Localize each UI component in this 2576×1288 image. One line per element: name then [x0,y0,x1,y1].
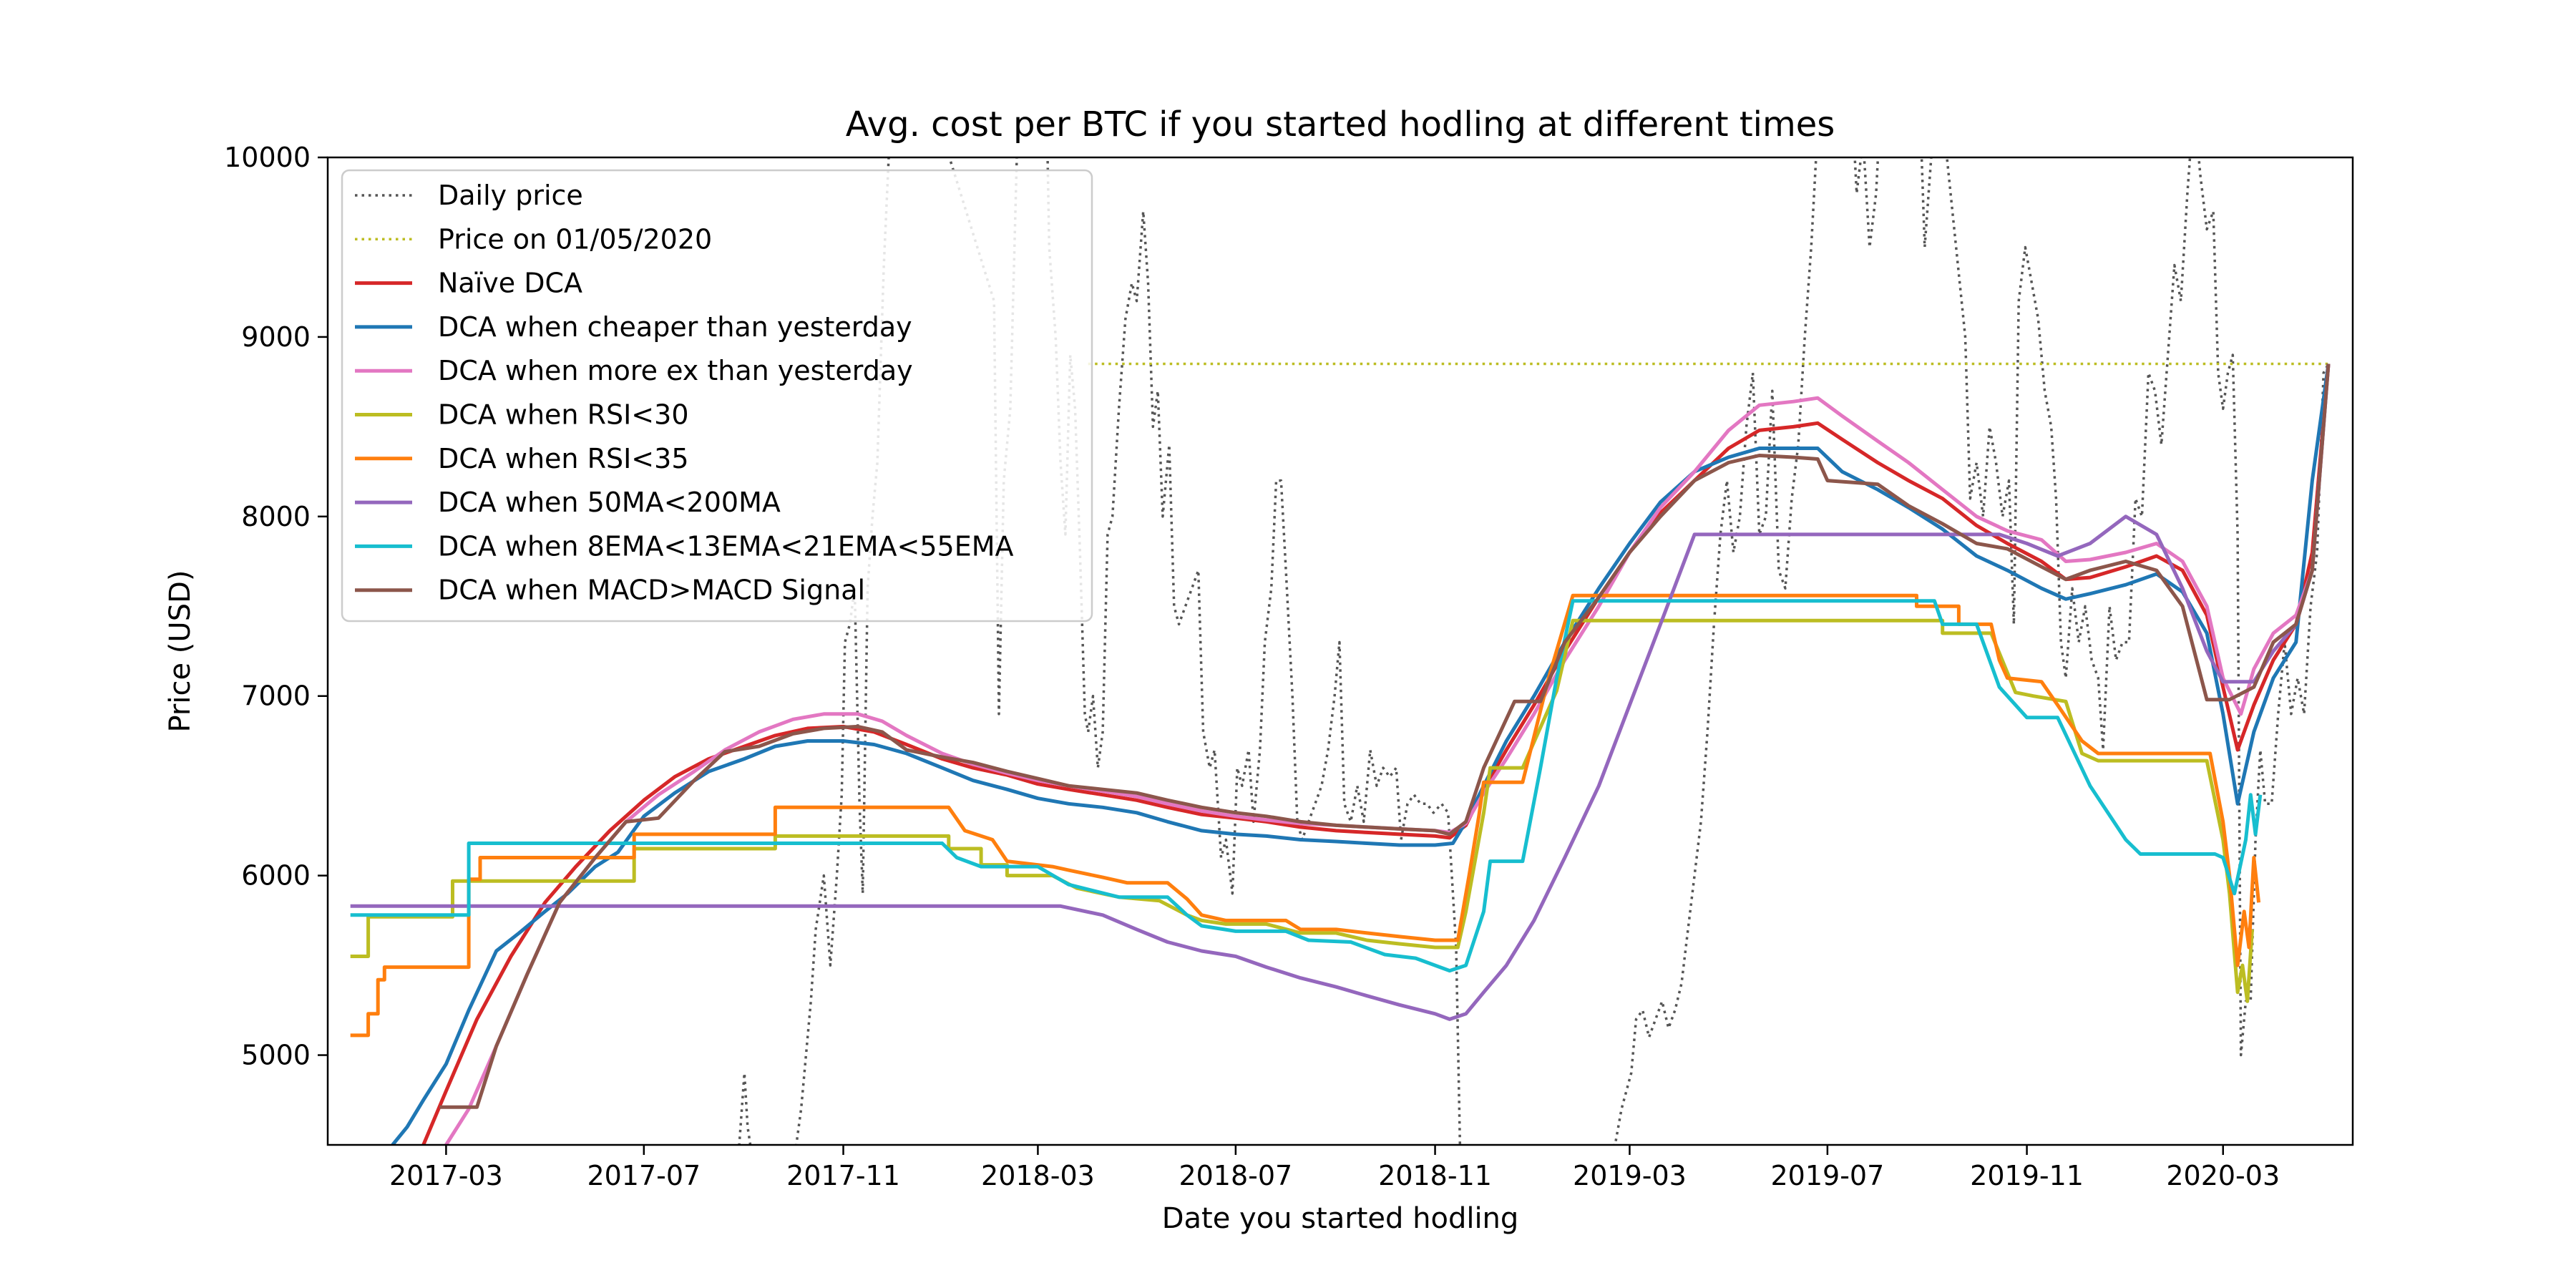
chart-title: Avg. cost per BTC if you started hodling… [846,104,1835,145]
legend-label-8: DCA when 8EMA<13EMA<21EMA<55EMA [438,530,1014,562]
x-tick-label-4: 2018-07 [1179,1160,1292,1191]
series-line-9 [439,364,2331,1109]
y-tick-label-4: 9000 [241,321,311,353]
x-tick-label-9: 2020-03 [2166,1160,2280,1191]
legend-label-9: DCA when MACD>MACD Signal [438,575,865,606]
y-tick-label-3: 8000 [241,501,311,532]
series-line-5 [350,618,2254,1003]
series-line-6 [350,593,2261,1038]
legend-frame [341,169,1093,623]
x-tick-label-1: 2017-07 [587,1160,701,1191]
legend-label-1: Price on 01/05/2020 [438,223,712,255]
legend-label-0: Daily price [438,180,583,211]
y-tick-label-1: 6000 [241,860,311,892]
x-axis: 2017-03 2017-07 2017-11 2018-03 2018-07 2018-… [389,1145,2280,1191]
series-line-2 [421,364,2331,1145]
series-layer [350,157,2331,1145]
legend: Daily price Price on 01/05/2020 Naïve DCA D… [341,169,1093,623]
x-axis-label: Date you started hodling [1162,1202,1519,1235]
x-tick-label-5: 2018-11 [1378,1160,1492,1191]
legend-label-6: DCA when RSI<35 [438,443,689,474]
legend-label-4: DCA when more ex than yesterday [438,355,913,386]
x-tick-label-0: 2017-03 [389,1160,503,1191]
legend-label-2: Naïve DCA [438,268,582,299]
plot-frame [326,156,2354,1146]
y-axis-label: Price (USD) [164,570,197,733]
x-tick-label-2: 2017-11 [786,1160,900,1191]
legend-label-3: DCA when cheaper than yesterday [438,311,912,343]
x-tick-label-8: 2019-11 [1970,1160,2084,1191]
series-line-3 [391,364,2331,1145]
legend-label-7: DCA when 50MA<200MA [438,487,781,518]
y-axis: 5000 6000 7000 8000 9000 10000 [224,142,328,1071]
x-tick-label-7: 2019-07 [1770,1160,1884,1191]
y-tick-label-5: 10000 [224,142,311,173]
x-tick-label-3: 2018-03 [981,1160,1095,1191]
x-tick-label-6: 2019-03 [1573,1160,1687,1191]
y-tick-label-2: 7000 [241,680,311,712]
legend-label-5: DCA when RSI<30 [438,399,689,431]
series-line-7 [350,364,2331,1021]
y-tick-label-0: 5000 [241,1040,311,1071]
series-line-8 [350,599,2263,973]
